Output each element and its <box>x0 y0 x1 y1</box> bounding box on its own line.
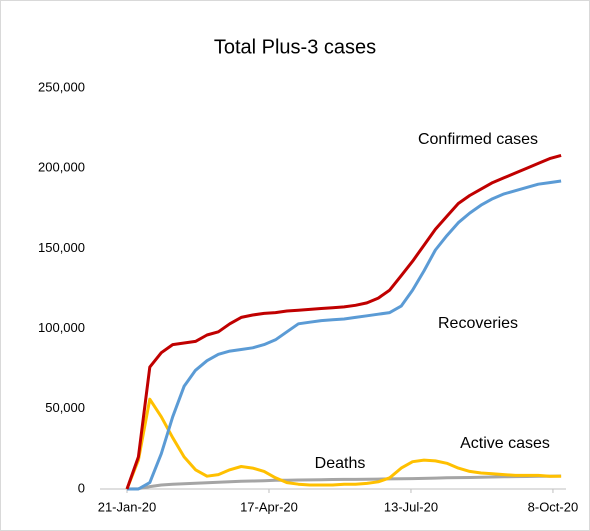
x-tick-label: 8-Oct-20 <box>528 499 579 514</box>
series-line <box>127 179 562 491</box>
series-line <box>126 474 562 491</box>
x-tick-label: 21-Jan-20 <box>98 499 157 514</box>
y-tick-label: 50,000 <box>45 400 85 415</box>
x-tick-label: 17-Apr-20 <box>240 499 298 514</box>
y-tick-label: 150,000 <box>38 240 85 255</box>
series-line <box>125 397 562 490</box>
series-label: Active cases <box>460 435 550 452</box>
series-label: Deaths <box>315 455 366 472</box>
series-label: Recoveries <box>438 315 518 332</box>
chart-title: Total Plus-3 cases <box>214 36 376 58</box>
y-tick-label: 0 <box>78 480 85 495</box>
x-tick-label: 13-Jul-20 <box>384 499 438 514</box>
y-tick-label: 200,000 <box>38 160 85 175</box>
series-line <box>125 153 562 490</box>
y-tick-label: 250,000 <box>38 79 85 94</box>
y-tick-label: 100,000 <box>38 320 85 335</box>
series-label: Confirmed cases <box>418 131 538 148</box>
